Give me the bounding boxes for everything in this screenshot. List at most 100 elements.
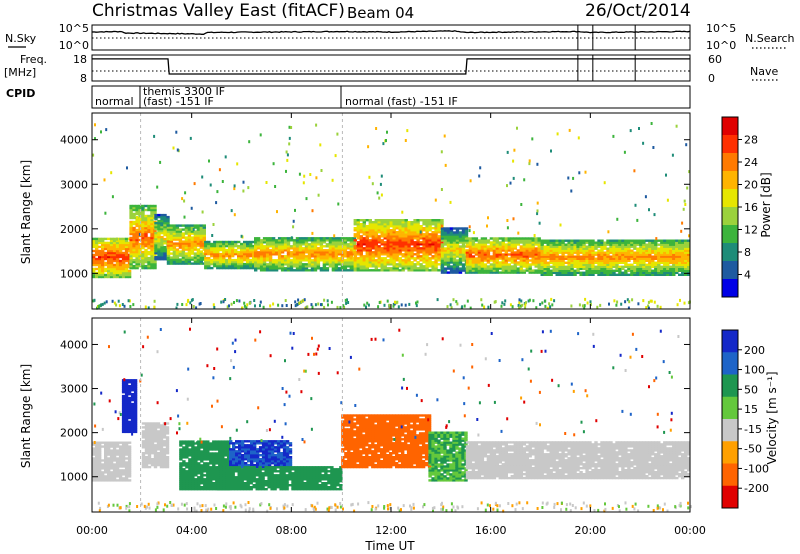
power-cell xyxy=(337,251,342,254)
power-cell xyxy=(651,249,655,252)
power-cell xyxy=(404,245,408,248)
power-cell xyxy=(458,251,463,254)
power-cell xyxy=(537,269,541,272)
power-cell xyxy=(199,256,203,259)
power-cell xyxy=(630,263,634,266)
power-cell xyxy=(362,261,366,264)
velocity-cell xyxy=(115,445,120,448)
power-cell xyxy=(543,271,547,274)
power-cell xyxy=(627,245,631,248)
velocity-cell xyxy=(141,460,146,463)
velocity-cell xyxy=(162,436,167,439)
velocity-cell xyxy=(197,476,201,479)
power-cell xyxy=(243,246,247,250)
power-cell xyxy=(268,267,273,270)
power-cell xyxy=(531,237,535,240)
power-cell xyxy=(519,249,523,252)
power-cell xyxy=(319,253,324,256)
power-cell xyxy=(98,249,102,253)
power-cell xyxy=(320,169,323,172)
power-cell xyxy=(588,271,592,274)
power-cell xyxy=(633,251,637,254)
power-cell xyxy=(262,251,267,254)
power-cell xyxy=(468,257,473,260)
velocity-cell xyxy=(153,465,158,469)
velocity-cell xyxy=(121,404,126,408)
power-cell xyxy=(129,220,133,224)
power-cell xyxy=(166,234,171,237)
power-cell xyxy=(651,251,655,254)
power-cell xyxy=(681,261,685,264)
power-cell xyxy=(416,257,420,260)
power-cell xyxy=(681,265,685,268)
velocity-cell xyxy=(182,488,186,491)
power-cell xyxy=(627,306,630,310)
power-cell xyxy=(582,243,586,246)
power-cell xyxy=(193,238,198,241)
power-cell xyxy=(419,227,423,230)
power-cell xyxy=(559,223,562,227)
velocity-cell xyxy=(133,418,138,422)
velocity-cell xyxy=(144,456,149,459)
power-cell xyxy=(377,249,381,252)
power-cell xyxy=(259,247,264,250)
power-cell xyxy=(132,220,136,224)
power-cell xyxy=(528,243,532,246)
velocity-cell xyxy=(191,464,195,467)
power-cell xyxy=(129,256,133,260)
power-cell xyxy=(392,231,396,234)
power-cell xyxy=(365,263,369,266)
velocity-cell xyxy=(188,464,192,467)
power-cell xyxy=(213,252,217,256)
power-cell xyxy=(184,191,187,195)
power-cell xyxy=(531,257,535,260)
velocity-cell xyxy=(185,482,189,485)
power-cell xyxy=(528,247,532,250)
power-cell xyxy=(636,265,640,268)
power-cell xyxy=(480,261,485,264)
power-cell xyxy=(630,249,634,252)
power-cell xyxy=(504,249,508,252)
power-cell xyxy=(280,257,285,260)
velocity-cell xyxy=(109,449,114,452)
velocity-cell xyxy=(98,453,102,456)
velocity-cell xyxy=(121,477,126,480)
power-cell xyxy=(259,261,264,264)
velocity-cell xyxy=(92,447,96,450)
power-cell xyxy=(660,259,664,262)
power-cell xyxy=(228,256,232,260)
velocity-cell xyxy=(159,444,164,447)
power-cell xyxy=(510,243,514,246)
power-cell xyxy=(199,236,203,239)
power-cell xyxy=(340,261,345,264)
velocity-cell xyxy=(95,441,99,444)
power-cell xyxy=(121,237,126,241)
power-cell xyxy=(349,239,353,242)
power-cell xyxy=(546,271,550,274)
power-cell xyxy=(392,245,396,248)
power-cell xyxy=(431,265,435,268)
power-cell xyxy=(395,251,399,254)
power-cell xyxy=(298,237,303,240)
power-cell xyxy=(196,230,201,233)
power-cell xyxy=(591,259,595,262)
power-cell xyxy=(594,271,598,274)
power-cell xyxy=(612,271,616,274)
power-cell xyxy=(234,262,238,266)
power-cell xyxy=(157,235,161,239)
power-cell xyxy=(549,265,553,268)
power-cell xyxy=(446,233,451,236)
velocity-cell xyxy=(98,443,102,446)
power-cell xyxy=(455,267,460,270)
velocity-cell xyxy=(150,460,155,463)
power-cell xyxy=(525,253,529,256)
power-cell xyxy=(98,265,102,269)
power-cell xyxy=(377,225,381,228)
power-cell xyxy=(228,260,232,264)
velocity-cell xyxy=(194,464,198,467)
power-cell xyxy=(549,253,553,256)
power-cell xyxy=(663,251,667,254)
power-cell xyxy=(325,255,330,258)
power-cell xyxy=(175,260,180,263)
power-cell xyxy=(461,249,466,252)
